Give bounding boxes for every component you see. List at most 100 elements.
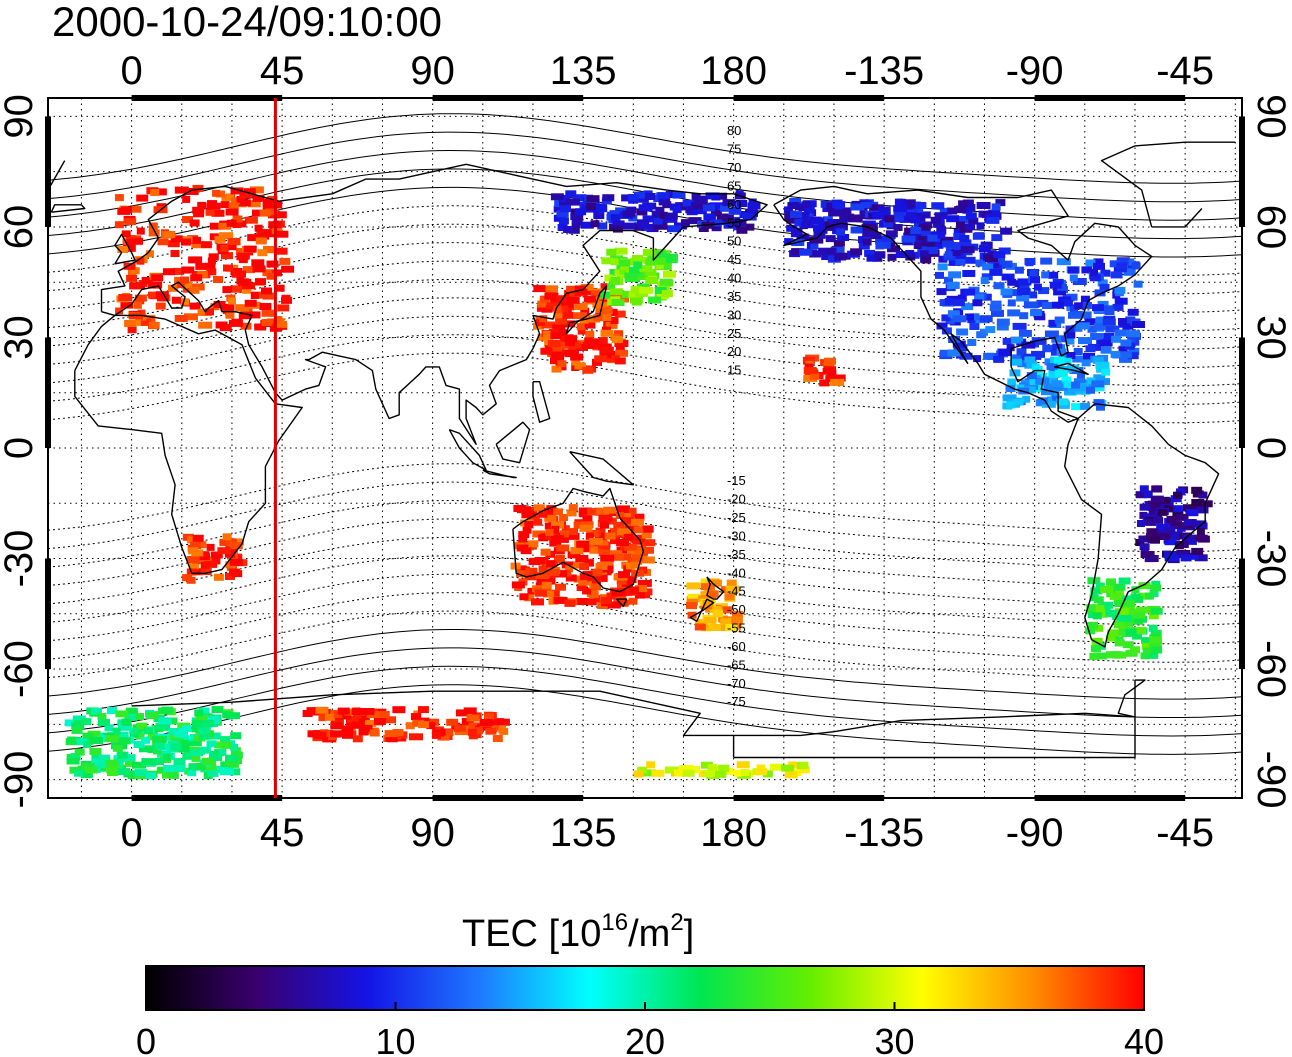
tec-cell (834, 207, 845, 214)
colorbar-tick-label: 0 (136, 1021, 156, 1057)
tec-cell (1163, 527, 1176, 535)
tec-cell (418, 721, 430, 729)
tec-cell (537, 300, 547, 308)
tec-cell (564, 350, 579, 358)
tec-cell (1127, 608, 1137, 616)
contour-label: 65 (727, 178, 741, 193)
tec-cell (942, 240, 954, 248)
tec-cell (655, 206, 665, 214)
tec-cell (560, 205, 571, 213)
tec-cell (544, 522, 554, 530)
tec-cell (158, 717, 172, 725)
tec-cell (732, 206, 742, 214)
tec-cell (1094, 289, 1106, 297)
tec-cell (1092, 384, 1105, 392)
tec-cell (1117, 614, 1132, 622)
tec-cell (823, 362, 835, 369)
tec-cell (360, 708, 375, 715)
tec-cell (1035, 372, 1048, 380)
tec-cell (570, 547, 584, 555)
tec-cell (1050, 390, 1060, 398)
tec-cell (274, 320, 287, 328)
tec-cell (1082, 311, 1092, 319)
tec-cell (564, 335, 578, 343)
tec-cell (117, 751, 128, 759)
tec-cell (634, 195, 649, 203)
tec-cell (962, 199, 974, 207)
tec-cell (1140, 652, 1150, 660)
colorbar-tick-label: 30 (874, 1021, 914, 1057)
tec-cell (534, 589, 547, 597)
tec-cell (274, 247, 288, 255)
top-lon-tick-label: 180 (700, 49, 767, 93)
tec-cell (1116, 262, 1128, 270)
tec-cell (232, 221, 242, 228)
tec-cell (586, 315, 600, 323)
tec-cell (1122, 641, 1134, 649)
tec-cell (972, 232, 985, 240)
tec-cell (991, 234, 1003, 242)
tec-cell (1042, 344, 1053, 352)
tec-cell (887, 253, 897, 261)
tec-cell (1081, 359, 1091, 367)
tec-cell (210, 754, 223, 762)
tec-cell (114, 194, 124, 202)
tec-cell (659, 211, 668, 219)
tec-cell (628, 194, 640, 201)
tec-cell (1118, 345, 1128, 353)
tec-cell (426, 722, 436, 730)
tec-cell (603, 506, 618, 514)
tec-cell (1095, 316, 1107, 324)
tec-cell (824, 357, 836, 365)
tec-cell (531, 598, 544, 606)
tec-cell (798, 766, 810, 774)
tec-cell (533, 322, 544, 330)
tec-cell (995, 199, 1006, 207)
tec-cell (200, 568, 212, 575)
tec-cell (579, 573, 591, 581)
tec-cell (1123, 268, 1136, 276)
contour-label: 60 (727, 197, 741, 212)
tec-cell (223, 264, 233, 272)
tec-cell (318, 714, 327, 722)
tec-cell (551, 344, 562, 352)
tec-cell (825, 235, 836, 243)
tec-cell (205, 208, 215, 216)
tec-cell (564, 599, 576, 607)
tec-cell (1076, 371, 1085, 379)
tec-cell (302, 710, 313, 717)
tec-cell (628, 597, 638, 605)
tec-cell (484, 713, 494, 721)
tec-cell (265, 208, 278, 216)
tec-cell (911, 251, 920, 259)
top-lon-tick-label: -45 (1156, 49, 1214, 93)
tec-cell (1067, 364, 1080, 372)
tec-cell (148, 281, 163, 289)
top-lon-tick-label: 0 (120, 49, 142, 93)
tec-cell (987, 250, 997, 258)
tec-cell (1201, 500, 1213, 508)
tec-cell (1141, 642, 1155, 650)
tec-cell (663, 255, 673, 263)
tec-cell (945, 247, 954, 255)
tec-cell (281, 296, 292, 304)
tec-cell (262, 292, 276, 300)
tec-cell (1070, 381, 1080, 389)
tec-cell (703, 616, 717, 624)
tec-cell (720, 624, 729, 631)
tec-cell (1056, 258, 1071, 266)
tec-cell (572, 218, 583, 226)
tec-cell (266, 260, 279, 268)
tec-cell (889, 214, 904, 222)
tec-cell (616, 539, 630, 546)
tec-cell (614, 340, 629, 347)
tec-cell (1051, 380, 1062, 388)
tec-cell (1093, 258, 1104, 266)
tec-cell (168, 284, 178, 292)
tec-cell (633, 770, 644, 778)
tec-cell (847, 215, 862, 223)
tec-cell (1139, 543, 1150, 551)
tec-cell (630, 561, 640, 569)
tec-cell (672, 191, 686, 199)
